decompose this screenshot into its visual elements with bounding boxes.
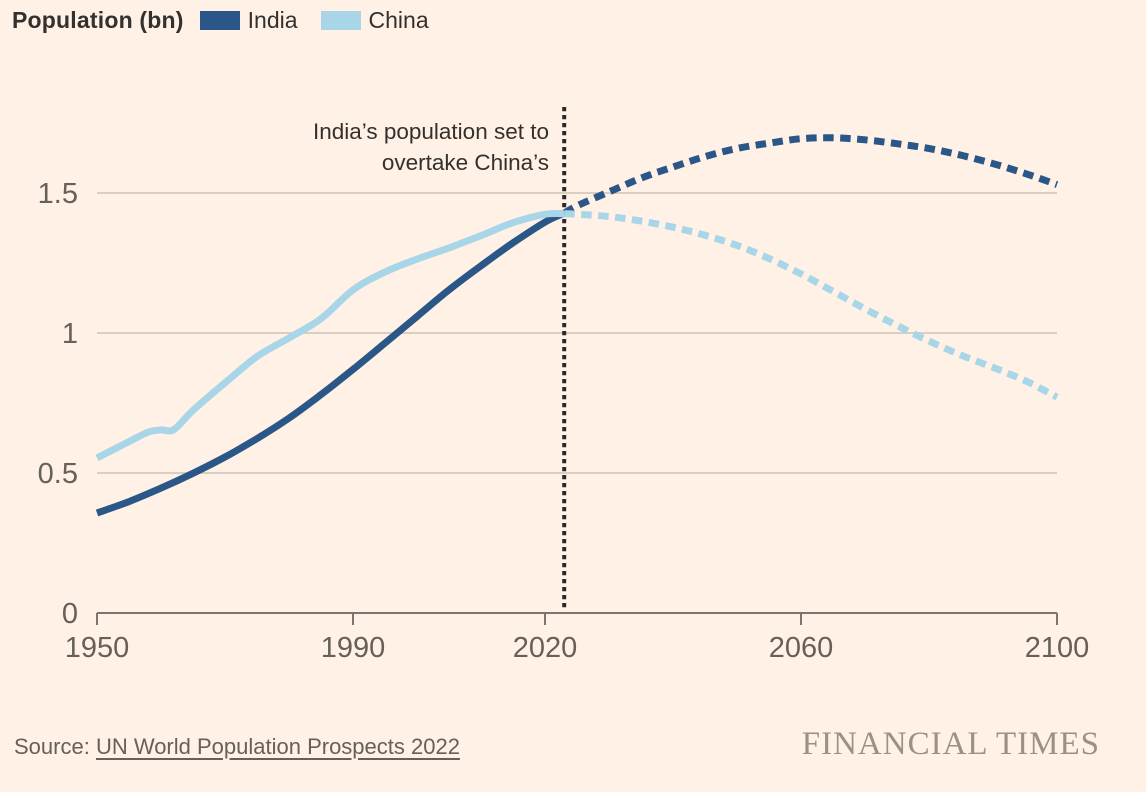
x-tick-label-1950: 1950 <box>65 632 130 664</box>
y-tick-label-0.5: 0.5 <box>38 458 78 490</box>
x-tick-label-2060: 2060 <box>769 632 834 664</box>
annotation-line-2: overtake China’s <box>381 150 549 175</box>
china-line-historical <box>95 209 565 462</box>
china-line-projection <box>564 210 1059 401</box>
x-tick-label-2100: 2100 <box>1025 632 1090 664</box>
legend-title: Population (bn) <box>12 7 184 33</box>
chart-annotation: India’s population set to overtake China… <box>313 116 549 178</box>
china-color-swatch <box>320 11 361 30</box>
x-tick-label-1990: 1990 <box>321 632 386 664</box>
legend-label-china: China <box>368 7 429 33</box>
india-line-historical <box>95 209 566 517</box>
source-prefix: Source: <box>14 734 96 759</box>
legend-label-india: India <box>247 7 298 33</box>
legend-item-india: India <box>199 7 298 34</box>
annotation-line-1: India’s population set to <box>312 119 549 144</box>
india-line-projection <box>562 134 1059 217</box>
y-tick-label-1.5: 1.5 <box>38 178 78 210</box>
y-tick-label-1: 1 <box>62 318 78 350</box>
chart-legend: Population (bn) India China <box>12 7 452 34</box>
x-tick-label-2020: 2020 <box>513 632 578 664</box>
source-link[interactable]: UN World Population Prospects 2022 <box>95 734 460 759</box>
financial-times-logo: FINANCIAL TIMES <box>801 726 1100 762</box>
india-color-swatch <box>199 11 240 30</box>
source-note: Source: UN World Population Prospects 20… <box>14 734 460 760</box>
legend-item-china: China <box>320 7 429 34</box>
y-tick-label-0: 0 <box>62 598 78 630</box>
